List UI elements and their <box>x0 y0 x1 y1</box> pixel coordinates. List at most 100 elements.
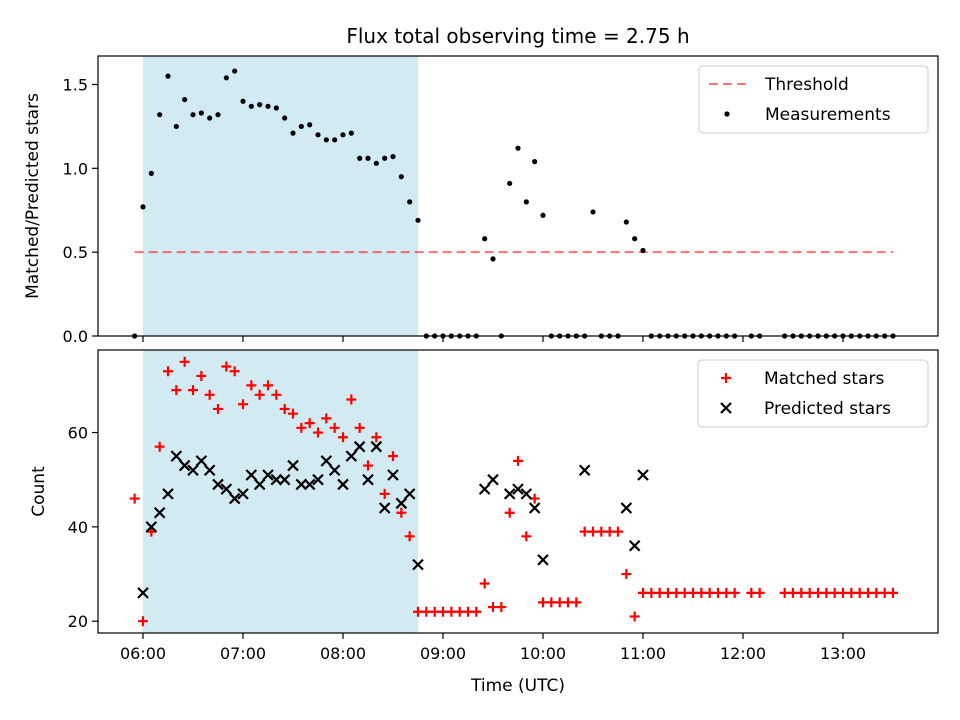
measurement-point <box>415 217 421 223</box>
legend-predicted-key <box>720 402 732 414</box>
matched-point <box>796 587 807 598</box>
measurement-point <box>273 105 279 111</box>
predicted-point <box>270 473 283 486</box>
matched-point <box>521 531 532 542</box>
predicted-point <box>295 478 308 491</box>
measurement-point <box>407 199 413 205</box>
matched-point <box>596 526 607 537</box>
predicted-point <box>637 469 649 481</box>
y-tick-label: 40 <box>68 518 88 537</box>
matched-point <box>571 597 582 608</box>
predicted-point <box>170 450 183 462</box>
matched-point <box>746 587 757 598</box>
matched-point <box>404 531 415 542</box>
predicted-point <box>237 488 249 500</box>
matched-point <box>329 422 340 433</box>
measurement-point <box>532 159 538 165</box>
matched-point <box>646 587 657 598</box>
matched-point <box>129 493 140 504</box>
predicted-point <box>578 464 591 477</box>
matched-point <box>396 507 407 518</box>
y-tick-label: 20 <box>68 612 88 631</box>
matched-point <box>213 403 223 414</box>
x-tick-label: 07:00 <box>220 644 266 663</box>
legend-label: Predicted stars <box>764 399 891 419</box>
x-tick-label: 12:00 <box>720 644 766 663</box>
predicted-point <box>228 492 241 505</box>
measurement-point <box>515 145 521 151</box>
matched-point <box>363 460 373 471</box>
legend-box <box>698 65 929 134</box>
measurement-point <box>490 256 496 262</box>
matched-point <box>229 366 240 377</box>
predicted-point <box>370 440 383 453</box>
measurement-point <box>307 122 313 128</box>
matched-point <box>446 606 457 617</box>
matched-point <box>621 569 632 580</box>
matched-point <box>221 361 232 372</box>
measurement-point <box>398 174 404 180</box>
matched-point <box>138 616 148 627</box>
measurement-point <box>523 199 529 205</box>
x-tick-label: 13:00 <box>820 644 866 663</box>
predicted-point <box>278 473 291 486</box>
predicted-point <box>353 440 366 453</box>
measurement-point <box>332 137 338 143</box>
predicted-point <box>220 483 233 495</box>
matched-point <box>371 432 382 443</box>
measurement-point <box>348 130 354 136</box>
ratio-panel: 0.0 0.5 1.0 1.5 Matched/Predicted stars Thr… <box>23 55 939 346</box>
measurement-point <box>248 103 254 109</box>
predicted-point <box>195 455 208 467</box>
measurement-point <box>382 155 388 161</box>
predicted-point <box>620 502 633 514</box>
measurement-point <box>507 180 513 187</box>
measurement-point <box>207 115 213 121</box>
matched-point <box>179 356 190 367</box>
chart-title: Flux total observing time = 2.75 h <box>346 24 689 48</box>
matched-point <box>196 370 207 381</box>
measurement-point <box>365 155 371 161</box>
predicted-point <box>387 469 399 481</box>
measurement-point <box>357 155 363 161</box>
predicted-point <box>245 469 258 481</box>
predicted-point <box>262 469 274 481</box>
predicted-point <box>395 497 408 510</box>
y-tick-label: 1.0 <box>63 159 88 178</box>
matched-point <box>154 441 165 452</box>
matched-point <box>871 587 882 598</box>
legend-measurement-key <box>724 111 730 117</box>
matched-point <box>696 587 707 598</box>
matched-point <box>546 597 557 608</box>
measurement-point <box>482 236 488 242</box>
matched-point <box>888 587 898 598</box>
predicted-point <box>520 488 533 500</box>
predicted-point <box>203 464 216 477</box>
measurement-point <box>257 102 263 108</box>
x-tick-label: 06:00 <box>120 644 166 663</box>
measurement-point <box>157 112 163 118</box>
predicted-point <box>412 558 424 571</box>
matched-point <box>238 399 248 410</box>
observing-span <box>143 56 418 336</box>
predicted-point <box>312 473 324 486</box>
predicted-point <box>537 554 549 566</box>
measurement-point <box>390 153 396 160</box>
count-legend: Matched stars Predicted stars <box>697 359 929 428</box>
matched-point <box>171 385 182 396</box>
matched-point <box>338 432 348 443</box>
matched-point <box>246 380 257 391</box>
matched-point <box>496 602 507 613</box>
matched-point <box>479 578 490 589</box>
matched-point <box>271 389 282 400</box>
matched-point <box>729 587 740 598</box>
x-axis-label: Time (UTC) <box>470 676 565 696</box>
matched-point <box>263 380 273 391</box>
predicted-point <box>503 488 516 500</box>
matched-point <box>304 418 315 429</box>
predicted-point <box>162 488 174 500</box>
measurement-point <box>265 103 271 109</box>
predicted-point <box>478 483 491 495</box>
measurement-point <box>640 247 646 254</box>
predicted-point <box>487 473 499 486</box>
